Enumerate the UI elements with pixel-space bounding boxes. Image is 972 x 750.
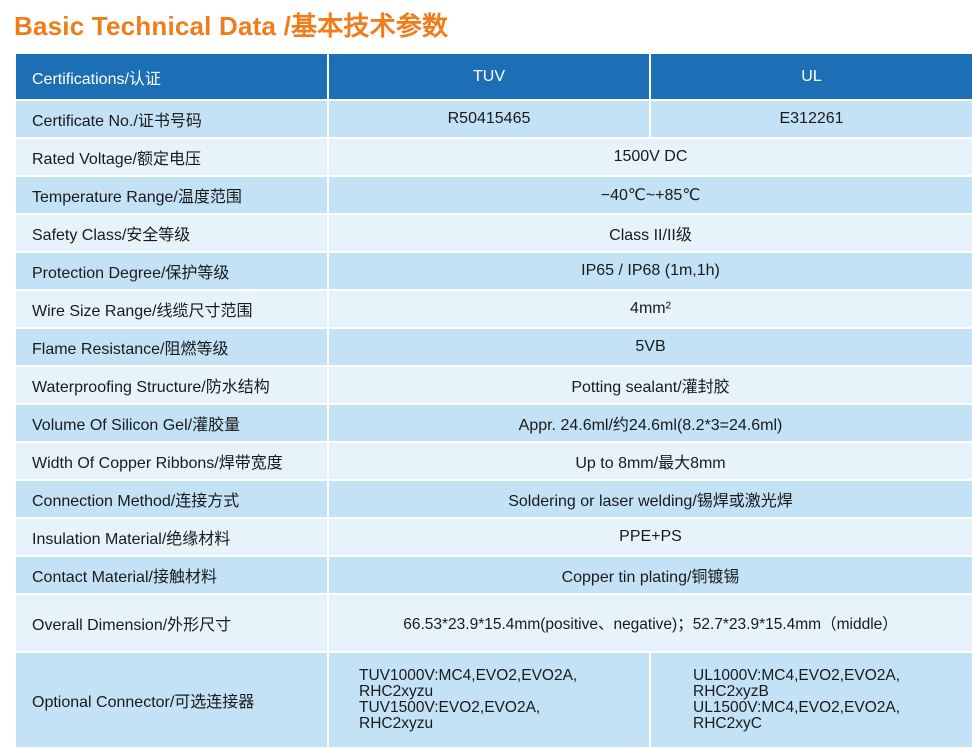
page-title: Basic Technical Data /基本技术参数 [14, 11, 449, 41]
row-label-silicon-gel-volume: Volume Of Silicon Gel/灌胶量 [16, 405, 327, 441]
cell-tuv-certificate: R50415465 [327, 101, 649, 137]
cell-safety-class: Class II/II级 [327, 215, 972, 251]
cell-connection-method: Soldering or laser welding/锡焊或激光焊 [327, 481, 972, 517]
ul-connector-list: UL1000V:MC4,EVO2,EVO2A, RHC2xyzB UL1500V… [693, 667, 901, 732]
cell-overall-dimension: 66.53*23.9*15.4mm(positive、negative)；52.… [327, 595, 972, 651]
row-label-rated-voltage: Rated Voltage/额定电压 [16, 139, 327, 175]
cell-ul-optional-connector: UL1000V:MC4,EVO2,EVO2A, RHC2xyzB UL1500V… [649, 653, 972, 747]
header-tuv: TUV [327, 54, 649, 99]
cell-flame-resistance: 5VB [327, 329, 972, 365]
tuv-connector-list: TUV1000V:MC4,EVO2,EVO2A, RHC2xyzu TUV150… [359, 667, 578, 732]
row-label-contact-material: Contact Material/接触材料 [16, 557, 327, 593]
cell-silicon-gel-volume: Appr. 24.6ml/约24.6ml(8.2*3=24.6ml) [327, 405, 972, 441]
row-label-protection-degree: Protection Degree/保护等级 [16, 253, 327, 289]
row-label-certificate-no: Certificate No./证书号码 [16, 101, 327, 137]
header-ul: UL [649, 54, 972, 99]
row-label-safety-class: Safety Class/安全等级 [16, 215, 327, 251]
row-label-waterproofing-structure: Waterproofing Structure/防水结构 [16, 367, 327, 403]
cell-waterproofing-structure: Potting sealant/灌封胶 [327, 367, 972, 403]
cell-temperature-range: −40℃~+85℃ [327, 177, 972, 213]
row-label-temperature-range: Temperature Range/温度范围 [16, 177, 327, 213]
row-label-insulation-material: Insulation Material/绝缘材料 [16, 519, 327, 555]
row-label-wire-size-range: Wire Size Range/线缆尺寸范围 [16, 291, 327, 327]
cell-ul-certificate: E312261 [649, 101, 972, 137]
row-label-copper-ribbon-width: Width Of Copper Ribbons/焊带宽度 [16, 443, 327, 479]
technical-data-table: Certifications/认证 TUV UL Certificate No.… [16, 54, 972, 747]
cell-protection-degree: IP65 / IP68 (1m,1h) [327, 253, 972, 289]
cell-wire-size-range: 4mm² [327, 291, 972, 327]
header-label: Certifications/认证 [16, 54, 327, 99]
cell-tuv-optional-connector: TUV1000V:MC4,EVO2,EVO2A, RHC2xyzu TUV150… [327, 653, 649, 747]
row-label-connection-method: Connection Method/连接方式 [16, 481, 327, 517]
row-label-optional-connector: Optional Connector/可选连接器 [16, 653, 327, 747]
row-label-flame-resistance: Flame Resistance/阻燃等级 [16, 329, 327, 365]
cell-rated-voltage: 1500V DC [327, 139, 972, 175]
cell-insulation-material: PPE+PS [327, 519, 972, 555]
cell-copper-ribbon-width: Up to 8mm/最大8mm [327, 443, 972, 479]
row-label-overall-dimension: Overall Dimension/外形尺寸 [16, 595, 327, 651]
cell-contact-material: Copper tin plating/铜镀锡 [327, 557, 972, 593]
